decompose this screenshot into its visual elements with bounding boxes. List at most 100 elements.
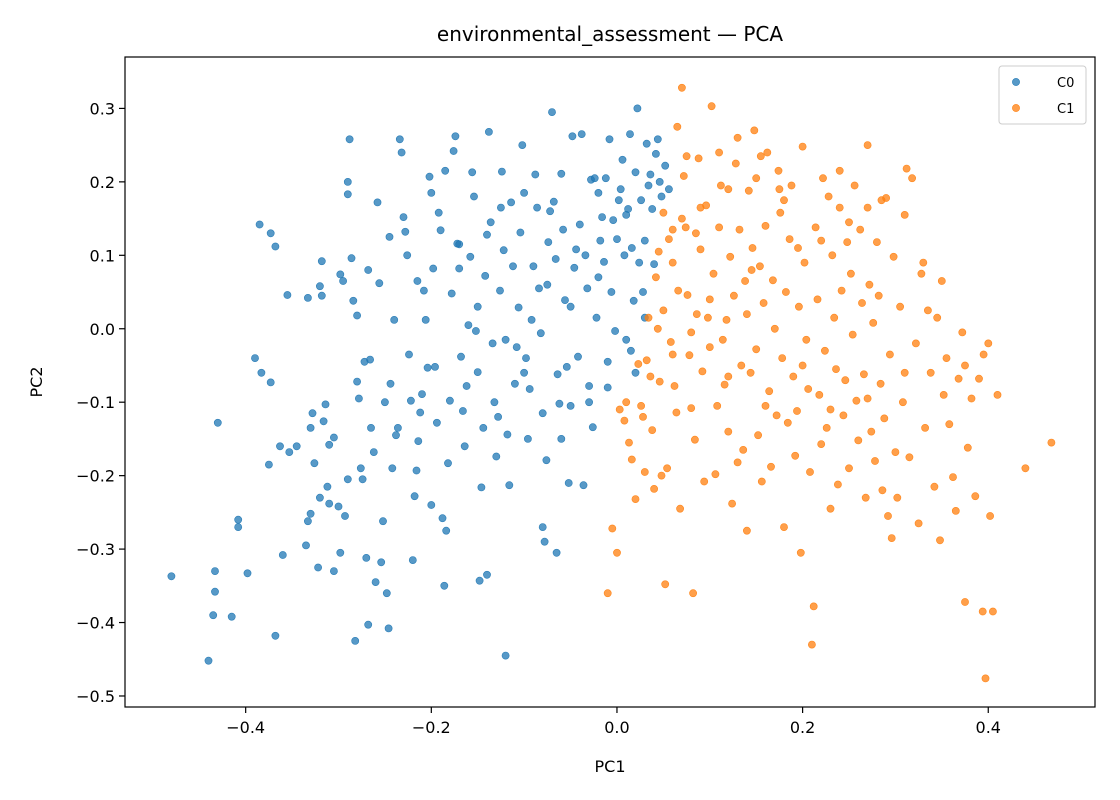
point-c0-163 — [557, 169, 566, 178]
x-tick-label: 0.4 — [976, 718, 1001, 737]
point-c1-100 — [804, 385, 813, 393]
point-c1-26 — [666, 338, 675, 346]
point-c0-225 — [455, 240, 464, 249]
point-c0-196 — [618, 155, 627, 164]
point-c1-190 — [817, 236, 826, 245]
point-c0-147 — [527, 315, 536, 324]
point-c1-153 — [908, 174, 916, 183]
point-c0-145 — [524, 434, 532, 443]
point-c1-108 — [819, 174, 827, 183]
point-c1-1 — [608, 524, 617, 533]
point-c0-2 — [209, 611, 218, 620]
point-c1-67 — [743, 526, 751, 535]
point-c1-41 — [694, 154, 703, 163]
point-c1-119 — [839, 411, 848, 420]
point-c0-46 — [343, 177, 352, 186]
point-c1-60 — [730, 291, 738, 300]
point-c1-203 — [835, 166, 844, 175]
point-c0-114 — [466, 252, 475, 261]
point-c1-33 — [679, 172, 688, 180]
point-c0-171 — [572, 245, 580, 254]
point-c0-48 — [345, 135, 354, 144]
point-c1-93 — [791, 451, 800, 460]
point-c1-150 — [899, 398, 907, 407]
point-c1-106 — [815, 390, 824, 399]
point-c1-29 — [672, 408, 681, 417]
point-c1-212 — [761, 401, 770, 410]
point-c1-135 — [869, 318, 878, 327]
point-c1-82 — [770, 324, 779, 333]
point-c0-166 — [562, 362, 571, 371]
point-c0-21 — [285, 448, 294, 456]
point-c1-152 — [905, 453, 914, 462]
point-c1-36 — [685, 351, 694, 360]
point-c1-4 — [620, 416, 629, 425]
point-c1-160 — [930, 482, 939, 491]
point-c1-134 — [867, 427, 876, 436]
y-tick-label: −0.4 — [76, 614, 115, 633]
point-c1-116 — [834, 480, 842, 489]
point-c1-219 — [794, 244, 802, 252]
point-c0-97 — [434, 208, 443, 217]
point-c1-87 — [780, 523, 788, 531]
point-c1-215 — [659, 306, 668, 315]
point-c1-8 — [631, 495, 640, 503]
point-c1-49 — [709, 269, 718, 278]
point-c0-9 — [243, 569, 252, 578]
point-c0-231 — [520, 368, 528, 377]
point-c1-37 — [687, 404, 696, 412]
point-c0-132 — [499, 246, 508, 255]
point-c1-197 — [673, 122, 682, 131]
point-c1-177 — [984, 339, 993, 348]
point-c0-123 — [483, 230, 491, 239]
point-c1-172 — [967, 394, 976, 403]
point-c1-73 — [754, 431, 762, 440]
point-c0-103 — [445, 396, 454, 405]
point-c0-71 — [386, 379, 395, 388]
point-c1-202 — [775, 185, 784, 194]
point-c0-31 — [315, 282, 324, 291]
y-axis-label: PC2 — [27, 367, 46, 398]
point-c0-106 — [451, 132, 460, 141]
point-c0-34 — [319, 417, 328, 426]
point-c0-87 — [416, 408, 425, 417]
point-c0-111 — [460, 442, 469, 451]
point-c0-94 — [429, 264, 438, 273]
point-c1-191 — [780, 196, 788, 205]
point-c1-32 — [678, 83, 686, 92]
point-c0-220 — [501, 651, 510, 660]
point-c0-205 — [635, 258, 644, 267]
point-c0-201 — [627, 244, 636, 252]
point-c0-47 — [343, 190, 352, 199]
point-c0-172 — [574, 352, 582, 361]
point-c0-39 — [329, 567, 338, 575]
point-c1-173 — [971, 492, 980, 501]
point-c1-61 — [731, 159, 740, 168]
legend-marker-c0 — [1012, 78, 1020, 86]
point-c1-76 — [759, 299, 768, 307]
point-c0-238 — [496, 203, 505, 212]
point-c0-13 — [264, 460, 273, 469]
point-c1-113 — [828, 251, 837, 260]
point-c1-178 — [986, 512, 994, 520]
point-c1-77 — [761, 221, 770, 230]
point-c1-88 — [782, 288, 790, 296]
point-c1-146 — [889, 252, 898, 261]
point-c1-85 — [776, 208, 785, 217]
point-c0-83 — [408, 556, 417, 564]
point-c0-174 — [577, 130, 586, 138]
point-c1-53 — [717, 181, 725, 190]
point-c0-187 — [601, 174, 610, 183]
point-c0-27 — [306, 423, 315, 432]
point-c0-7 — [234, 515, 243, 524]
y-axis: −0.5 −0.4 −0.3 −0.2 −0.1 0.0 0.1 0.2 0.3 — [76, 99, 125, 706]
point-c1-71 — [750, 126, 759, 135]
point-c0-126 — [488, 339, 497, 348]
point-c1-124 — [848, 330, 857, 339]
point-c1-165 — [945, 420, 954, 429]
point-c0-202 — [629, 296, 638, 305]
point-c0-101 — [442, 526, 451, 535]
point-c0-96 — [432, 418, 441, 427]
point-c1-192 — [752, 174, 761, 183]
point-c0-229 — [585, 398, 593, 407]
